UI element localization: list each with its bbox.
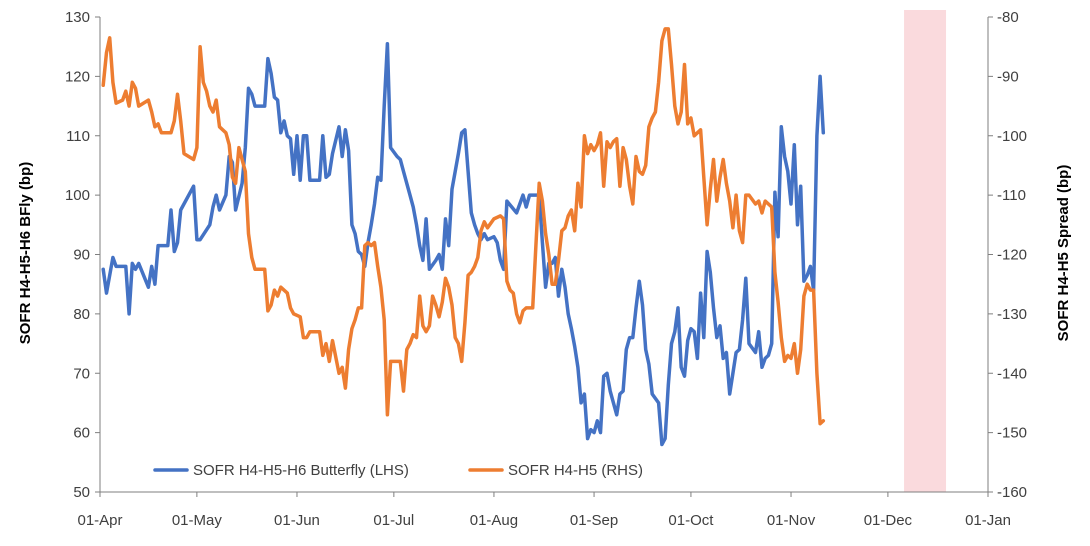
legend: SOFR H4-H5-H6 Butterfly (LHS) SOFR H4-H5 …	[153, 462, 643, 479]
right-tick-label: -140	[997, 365, 1027, 382]
left-tick-label: 110	[66, 128, 90, 145]
x-tick-label: 01-Aug	[470, 512, 518, 529]
right-tick-label: -160	[997, 484, 1027, 501]
left-tick-label: 80	[73, 306, 90, 323]
x-tick-label: 01-Jun	[274, 512, 320, 529]
legend-label-2: SOFR H4-H5 (RHS)	[508, 462, 643, 479]
right-tick-label: -100	[997, 128, 1027, 145]
legend-label-1: SOFR H4-H5-H6 Butterfly (LHS)	[193, 462, 409, 479]
series-line-1	[101, 41, 826, 447]
x-tick-label: 01-Jan	[965, 512, 1011, 529]
right-tick-label: -90	[997, 68, 1019, 85]
left-tick-label: 60	[73, 425, 90, 442]
x-tick-label: 01-Apr	[77, 512, 122, 529]
highlight-band	[904, 10, 947, 492]
left-tick-label: 120	[65, 68, 90, 85]
x-tick-label: 01-May	[172, 512, 223, 529]
left-tick-label: 100	[65, 187, 90, 204]
x-tick-label: 01-Nov	[767, 512, 816, 529]
right-tick-label: -150	[997, 425, 1027, 442]
left-tick-label: 130	[65, 9, 90, 26]
right-tick-label: -110	[997, 187, 1026, 204]
right-tick-label: -120	[997, 247, 1027, 264]
series-1	[101, 41, 826, 447]
right-tick-label: -80	[997, 9, 1019, 26]
left-axis-title: SOFR H4-H5-H6 BFly (bp)	[17, 162, 34, 345]
axes-layer: 50 60 70 80 90 100 110 120 130 -160 -150 -140 -130 -1…	[65, 9, 1027, 529]
series-2	[101, 27, 826, 426]
x-tick-label: 01-Dec	[864, 512, 913, 529]
x-tick-label: 01-Sep	[570, 512, 618, 529]
left-tick-label: 90	[73, 247, 90, 264]
series-layer	[101, 27, 826, 447]
highlight-layer	[904, 10, 947, 492]
left-tick-label: 50	[73, 484, 90, 501]
left-tick-label: 70	[73, 365, 90, 382]
x-tick-label: 01-Oct	[668, 512, 714, 529]
right-tick-label: -130	[997, 306, 1027, 323]
x-tick-label: 01-Jul	[373, 512, 414, 529]
series-line-2	[101, 27, 826, 426]
right-axis-title: SOFR H4-H5 Spread (bp)	[1055, 165, 1072, 342]
